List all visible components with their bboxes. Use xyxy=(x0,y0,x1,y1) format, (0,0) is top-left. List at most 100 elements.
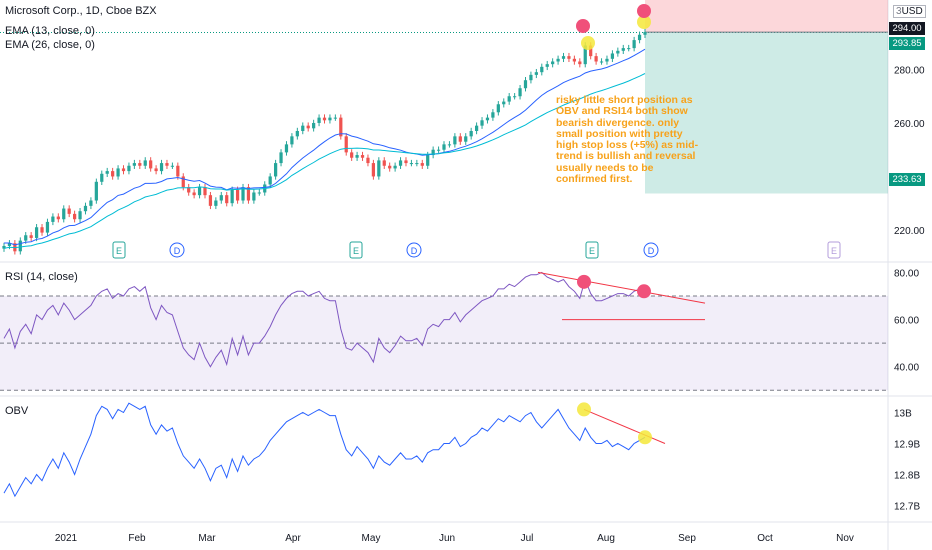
time-tick-label: Jun xyxy=(439,533,455,544)
candle-body xyxy=(333,117,337,119)
candle-body xyxy=(45,221,50,233)
candle-body xyxy=(561,56,566,59)
candle-body xyxy=(420,163,424,166)
marker-yellow-1 xyxy=(581,36,595,50)
stop-loss-zone xyxy=(645,0,888,33)
candle-body xyxy=(485,117,490,121)
candle-body xyxy=(339,117,343,137)
candle-body xyxy=(360,155,365,158)
candle-body xyxy=(605,58,609,62)
candle-body xyxy=(24,235,28,241)
earnings-marker: E xyxy=(585,241,599,259)
candle-body xyxy=(382,160,386,166)
marker-letter: E xyxy=(831,246,837,256)
candle-body xyxy=(187,187,191,193)
candle-body xyxy=(73,213,77,220)
candle-body xyxy=(34,227,39,238)
currency-selector[interactable]: 3USD xyxy=(893,5,926,18)
currency-label: USD xyxy=(901,6,923,17)
candle-body xyxy=(192,192,196,196)
obv-tick-label: 12.8B xyxy=(894,471,920,482)
candle-body xyxy=(181,176,185,188)
marker-shape xyxy=(349,241,363,259)
candle-body xyxy=(176,165,180,177)
candle-body xyxy=(632,40,636,49)
currency-prefix: 3 xyxy=(896,6,902,17)
candle-body xyxy=(355,155,359,158)
rsi-high-marker-2 xyxy=(637,284,651,299)
target-price-tag: 233.63 xyxy=(889,173,925,186)
time-tick-label: Nov xyxy=(836,533,854,544)
candle-body xyxy=(100,173,104,182)
candle-body xyxy=(578,61,582,65)
candle-body xyxy=(214,200,218,206)
obv-marker-1 xyxy=(577,402,591,417)
candle-body xyxy=(197,187,202,196)
candle-body xyxy=(89,200,93,206)
candle-body xyxy=(116,168,120,177)
candle-body xyxy=(230,189,234,204)
obv-divergence-line xyxy=(583,408,666,444)
legend-obv: OBV xyxy=(5,405,29,417)
earnings-marker: E xyxy=(349,241,363,259)
marker-shape xyxy=(112,241,126,259)
candle-body xyxy=(599,61,604,63)
candle-body xyxy=(268,176,272,185)
last-price-tag: 293.85 xyxy=(889,37,925,50)
candle-body xyxy=(431,149,435,156)
candle-body xyxy=(409,163,414,165)
candle-body xyxy=(203,187,207,196)
candle-body xyxy=(165,163,169,166)
marker-yellow-2 xyxy=(637,15,651,29)
candle-body xyxy=(545,64,549,67)
candle-body xyxy=(556,58,560,62)
legend-symbol: Microsoft Corp., 1D, Cboe BZX xyxy=(5,5,157,17)
candle-body xyxy=(567,56,571,59)
candle-body xyxy=(78,211,82,220)
candle-body xyxy=(436,149,441,151)
legend-ema13: EMA (13, close, 0) xyxy=(5,25,95,37)
candle-body xyxy=(464,136,468,142)
candle-body xyxy=(290,136,294,145)
candle-body xyxy=(529,74,533,81)
legend-ema26: EMA (26, close, 0) xyxy=(5,39,95,51)
candle-body xyxy=(507,96,511,102)
time-tick-label: Sep xyxy=(678,533,696,544)
obv-line xyxy=(3,402,646,498)
candle-body xyxy=(149,160,153,169)
candle-body xyxy=(426,155,430,166)
candle-body xyxy=(317,117,321,123)
obv-tick-label: 12.7B xyxy=(894,502,920,513)
candle-body xyxy=(154,168,158,172)
marker-shape xyxy=(827,241,841,259)
candle-body xyxy=(502,101,506,105)
candle-body xyxy=(322,117,327,121)
candle-body xyxy=(132,163,136,166)
candle-body xyxy=(415,163,419,165)
candle-body xyxy=(257,192,261,194)
candle-body xyxy=(225,195,229,204)
candle-body xyxy=(7,243,12,246)
candle-body xyxy=(572,58,576,62)
candle-body xyxy=(279,152,283,164)
candle-body xyxy=(344,136,348,153)
obv-marker-2 xyxy=(638,430,652,445)
candle-body xyxy=(143,160,147,166)
candle-body xyxy=(616,50,620,54)
earnings-marker: E xyxy=(827,241,841,259)
candle-body xyxy=(474,125,479,131)
candle-body xyxy=(350,152,354,158)
candle-body xyxy=(40,227,44,233)
candle-body xyxy=(295,131,299,137)
candle-body xyxy=(273,163,278,177)
candle-body xyxy=(583,45,587,65)
candle-body xyxy=(518,88,522,97)
candle-body xyxy=(306,125,310,129)
candle-body xyxy=(404,160,408,164)
time-tick-label: Feb xyxy=(128,533,146,544)
marker-shape xyxy=(406,242,422,258)
candle-body xyxy=(551,61,555,65)
marker-letter: D xyxy=(648,246,655,256)
marker-pink-1 xyxy=(576,19,590,33)
candle-body xyxy=(496,104,500,113)
